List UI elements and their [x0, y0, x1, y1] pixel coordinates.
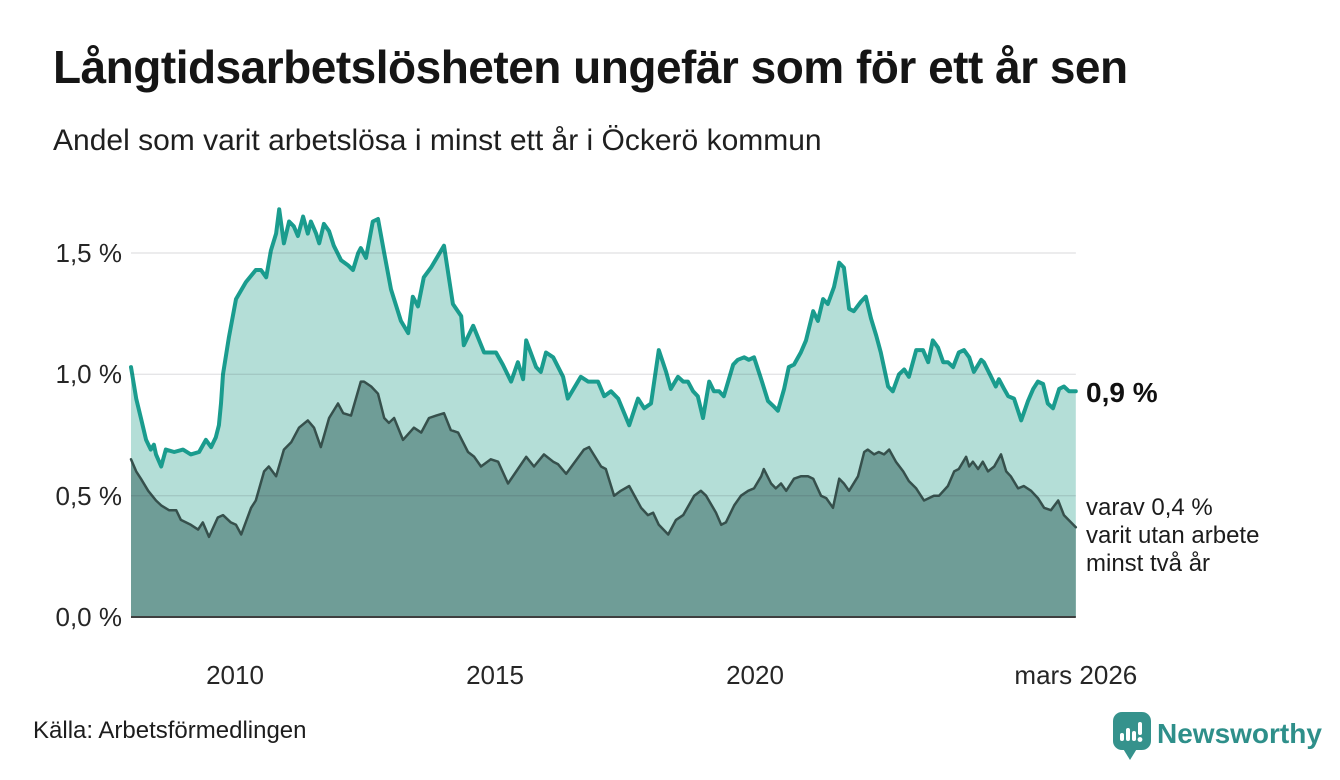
- brand-name: Newsworthy: [1157, 718, 1322, 749]
- series-area-1: [131, 381, 1076, 617]
- source-attribution: Källa: Arbetsförmedlingen: [33, 717, 307, 744]
- series-end-label-one-year: 0,9 %: [1086, 377, 1158, 408]
- x-axis-tick-label: 2010: [206, 660, 264, 690]
- logo-bubble-tail: [1122, 747, 1138, 760]
- y-axis-tick-label: 0,5 %: [55, 480, 123, 511]
- annotation-line: varav 0,4 %: [1086, 494, 1213, 521]
- page-title: Långtidsarbetslösheten ungefär som för e…: [53, 41, 1128, 93]
- annotation-line: varit utan arbete: [1086, 522, 1260, 549]
- logo-bubble: [1113, 712, 1151, 750]
- newsworthy-logo-icon: [1113, 712, 1151, 760]
- series-line-0: [129, 207, 1078, 469]
- newsworthy-logo: Newsworthy: [1110, 708, 1322, 768]
- chart-subtitle: Andel som varit arbetslösa i minst ett å…: [53, 124, 822, 157]
- series-line-1: [129, 380, 1078, 539]
- annotation-line: minst två år: [1086, 550, 1211, 577]
- x-axis-tick-label: 2015: [466, 660, 524, 690]
- x-axis-tick-label: mars 2026: [1014, 660, 1138, 690]
- y-axis-tick-label: 1,5 %: [55, 237, 123, 268]
- y-axis-tick-label: 1,0 %: [55, 359, 123, 390]
- y-axis-tick-label: 0,0 %: [55, 602, 123, 632]
- series-end-label-two-years: varav 0,4 % varit utan arbete minst två …: [1086, 494, 1259, 578]
- x-axis-tick-label: 2020: [726, 660, 784, 690]
